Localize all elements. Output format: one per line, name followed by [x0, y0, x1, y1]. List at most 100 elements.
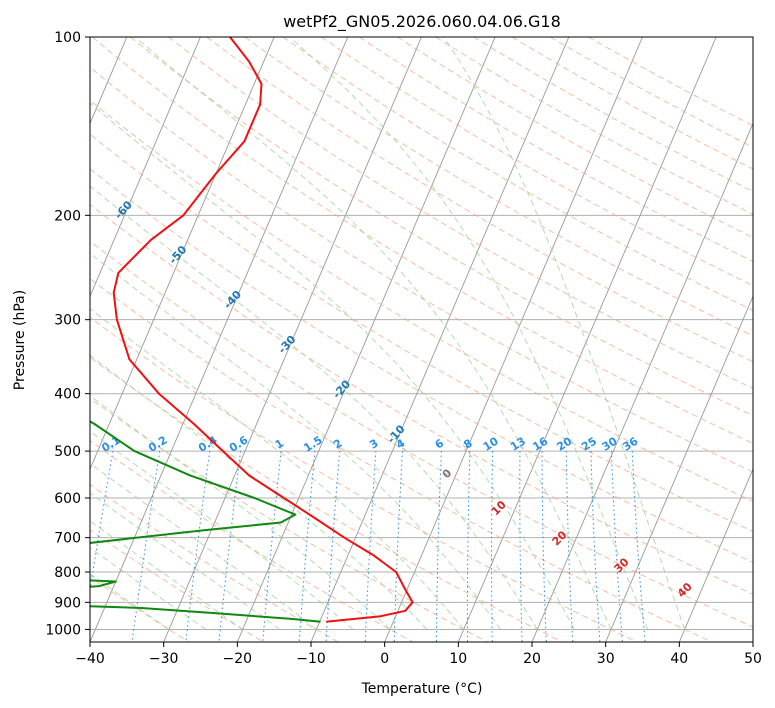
moist-adiabat-line — [90, 102, 575, 630]
moist-adiabat-line — [90, 462, 317, 630]
y-tick-label: 900 — [54, 595, 81, 611]
temperature-point — [395, 571, 397, 573]
moist-adiabat-lines — [90, 37, 686, 630]
dewpoint-point — [203, 529, 205, 531]
moist-adiabat-line — [443, 37, 686, 630]
y-tick-label: 700 — [54, 531, 81, 547]
dewpoint-point — [294, 513, 297, 516]
mixing-ratio-line — [611, 451, 623, 642]
dewpoint-point — [140, 607, 143, 609]
temperature-point — [193, 423, 195, 425]
moist-adiabat-line — [90, 430, 354, 630]
moist-adiabat-line — [90, 252, 501, 630]
dry-adiabat-line — [168, 37, 753, 389]
dewpoint-point — [219, 612, 221, 615]
dry-adiabat-line — [359, 37, 753, 262]
isotherm-lines — [90, 37, 753, 642]
temperature-point — [243, 140, 246, 143]
x-tick-label: 50 — [744, 651, 762, 667]
temperature-point — [222, 450, 224, 452]
y-tick-label: 200 — [54, 208, 81, 224]
y-tick-label: 1000 — [45, 622, 81, 638]
y-tick-label: 600 — [54, 491, 81, 507]
sounding-profiles — [90, 37, 414, 623]
temperature-point — [403, 586, 406, 589]
moist-adiabat-line — [90, 307, 465, 630]
isotherm-line — [384, 37, 643, 642]
dry-adiabat-line — [90, 240, 753, 628]
mixing-ratio-line — [519, 451, 523, 642]
dewpoint-point — [253, 497, 256, 499]
dry-adiabat-lines — [90, 37, 753, 642]
temperature-profile-line — [112, 37, 414, 623]
dry-adiabat-line — [90, 168, 753, 563]
isotherm-line — [236, 37, 496, 642]
x-tick-label: 0 — [380, 651, 389, 667]
y-tick-label: 800 — [54, 565, 81, 581]
dry-adiabat-line — [90, 99, 753, 502]
isotherm-line — [90, 37, 275, 471]
x-tick-label: 10 — [449, 651, 467, 667]
x-tick-label: −10 — [296, 651, 326, 667]
x-tick-label: 40 — [670, 651, 688, 667]
mixing-ratio-line — [218, 451, 241, 642]
mixing-ratio-line — [466, 451, 471, 642]
dry-adiabat-line — [90, 483, 339, 642]
moist-adiabat-line — [134, 37, 612, 630]
y-tick-label: 400 — [54, 387, 81, 403]
temperature-point — [248, 60, 250, 63]
moist-adiabat-line — [90, 492, 280, 630]
chart-title: wetPf2_GN05.2026.060.04.06.G18 — [283, 12, 561, 32]
mixing-ratio-line — [298, 451, 316, 642]
temperature-point — [158, 392, 160, 395]
dry-adiabat-line — [206, 37, 753, 363]
dewpoint-point — [189, 474, 192, 477]
temperature-point — [112, 291, 115, 294]
temperature-point — [404, 610, 407, 612]
y-axis-label: Pressure (hPa) — [12, 290, 28, 390]
isotherm-line — [531, 122, 753, 642]
isotherm-line — [90, 37, 349, 642]
x-tick-label: −40 — [75, 651, 105, 667]
temperature-point — [259, 103, 261, 106]
moist-adiabat-line — [90, 573, 170, 630]
isotherm-line — [457, 37, 717, 642]
dewpoint-point — [98, 585, 100, 587]
temperature-point — [182, 214, 185, 217]
dewpoint-point — [93, 423, 96, 425]
mixing-ratio-line — [90, 451, 114, 594]
mixing-ratio-line — [490, 451, 494, 642]
temperature-point — [283, 497, 285, 499]
dry-adiabat-line — [90, 440, 414, 642]
mixing-ratio-line — [364, 451, 377, 642]
temperature-point — [411, 601, 414, 604]
plot-frame — [89, 36, 754, 643]
mixing-ratio-line — [262, 451, 282, 642]
mixing-ratio-line — [565, 451, 574, 642]
x-tick-label: 30 — [597, 651, 615, 667]
temperature-point — [150, 239, 152, 241]
mixing-ratio-line — [185, 451, 211, 642]
dry-adiabat-line — [549, 37, 753, 148]
dewpoint-profile-line — [90, 420, 321, 623]
temperature-point — [248, 474, 251, 477]
dry-adiabat-line — [90, 133, 753, 533]
temperature-point — [117, 272, 120, 274]
isotherm-line — [163, 37, 422, 642]
moist-adiabat-line — [90, 395, 391, 630]
dry-adiabat-line — [473, 37, 753, 192]
moist-adiabat-line — [90, 185, 538, 630]
dry-adiabat-line — [397, 37, 753, 239]
mixing-ratio-line — [541, 451, 547, 642]
dry-adiabat-line — [90, 203, 753, 595]
mixing-ratio-line — [590, 451, 601, 642]
x-axis-label: Temperature (°C) — [361, 681, 483, 697]
temperature-point — [260, 83, 263, 85]
mixing-ratio-lines — [90, 451, 646, 642]
x-tick-label: −30 — [149, 651, 179, 667]
temperature-point — [314, 517, 317, 520]
mixing-ratio-line — [131, 451, 161, 642]
dewpoint-point — [280, 521, 282, 524]
x-tick-label: 20 — [523, 651, 541, 667]
